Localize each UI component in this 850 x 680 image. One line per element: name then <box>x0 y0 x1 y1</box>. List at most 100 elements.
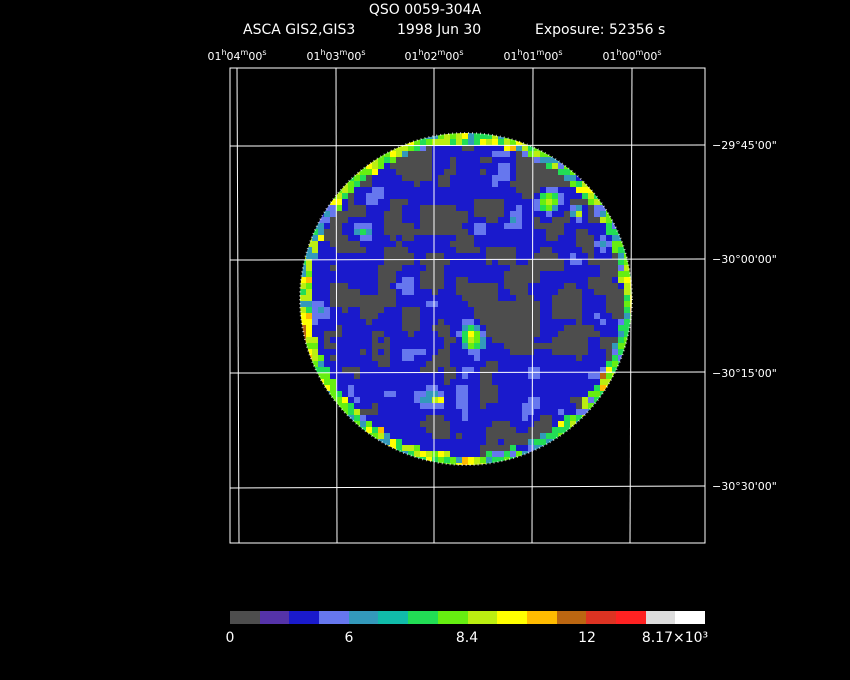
intensity-pixel <box>564 241 570 247</box>
intensity-pixel <box>600 205 606 211</box>
intensity-pixel <box>432 289 438 295</box>
intensity-pixel <box>450 433 456 439</box>
intensity-pixel <box>474 295 480 301</box>
intensity-pixel <box>366 379 372 385</box>
intensity-pixel <box>348 331 354 337</box>
intensity-pixel <box>570 295 576 301</box>
intensity-pixel <box>390 181 396 187</box>
intensity-pixel <box>552 277 558 283</box>
intensity-pixel <box>384 205 390 211</box>
intensity-pixel <box>534 343 540 349</box>
intensity-pixel <box>546 277 552 283</box>
intensity-pixel <box>384 217 390 223</box>
intensity-pixel <box>480 457 486 463</box>
intensity-pixel <box>552 211 558 217</box>
intensity-pixel <box>498 367 504 373</box>
intensity-pixel <box>474 193 480 199</box>
intensity-pixel <box>414 403 420 409</box>
intensity-pixel <box>408 271 414 277</box>
intensity-pixel <box>324 247 330 253</box>
intensity-pixel <box>420 259 426 265</box>
intensity-pixel <box>534 181 540 187</box>
intensity-pixel <box>528 151 534 157</box>
intensity-pixel <box>492 307 498 313</box>
intensity-pixel <box>348 181 354 187</box>
intensity-pixel <box>444 313 450 319</box>
intensity-pixel <box>528 415 534 421</box>
intensity-pixel <box>414 283 420 289</box>
intensity-pixel <box>540 193 546 199</box>
intensity-pixel <box>414 133 420 139</box>
intensity-pixel <box>456 355 462 361</box>
intensity-pixel <box>384 313 390 319</box>
intensity-pixel <box>504 343 510 349</box>
intensity-pixel <box>348 211 354 217</box>
intensity-pixel <box>312 331 318 337</box>
intensity-pixel <box>600 199 606 205</box>
intensity-pixel <box>318 301 324 307</box>
intensity-pixel <box>348 403 354 409</box>
intensity-pixel <box>390 271 396 277</box>
intensity-pixel <box>342 277 348 283</box>
intensity-pixel <box>552 355 558 361</box>
intensity-pixel <box>342 391 348 397</box>
intensity-pixel <box>300 343 306 349</box>
intensity-pixel <box>522 385 528 391</box>
intensity-pixel <box>360 175 366 181</box>
intensity-pixel <box>348 265 354 271</box>
intensity-pixel <box>468 289 474 295</box>
intensity-pixel <box>378 295 384 301</box>
intensity-pixel <box>342 325 348 331</box>
intensity-pixel <box>480 205 486 211</box>
intensity-pixel <box>414 349 420 355</box>
intensity-pixel <box>450 391 456 397</box>
intensity-pixel <box>456 463 462 465</box>
intensity-pixel <box>366 175 372 181</box>
intensity-pixel <box>522 187 528 193</box>
intensity-pixel <box>462 217 468 223</box>
intensity-pixel <box>528 253 534 259</box>
intensity-pixel <box>498 361 504 367</box>
intensity-pixel <box>552 319 558 325</box>
intensity-pixel <box>372 151 378 157</box>
intensity-pixel <box>618 325 624 331</box>
intensity-pixel <box>408 193 414 199</box>
intensity-pixel <box>594 385 600 391</box>
intensity-pixel <box>438 403 444 409</box>
intensity-pixel <box>528 385 534 391</box>
intensity-pixel <box>348 229 354 235</box>
intensity-pixel <box>402 397 408 403</box>
intensity-pixel <box>456 319 462 325</box>
intensity-pixel <box>540 391 546 397</box>
intensity-pixel <box>558 367 564 373</box>
intensity-pixel <box>582 355 588 361</box>
intensity-pixel <box>480 445 486 451</box>
intensity-pixel <box>498 355 504 361</box>
intensity-pixel <box>522 175 528 181</box>
intensity-pixel <box>408 175 414 181</box>
intensity-pixel <box>588 397 594 403</box>
intensity-pixel <box>468 277 474 283</box>
intensity-pixel <box>486 457 492 463</box>
intensity-pixel <box>540 163 546 169</box>
dec-label-4: −30°30'00" <box>712 480 777 493</box>
intensity-pixel <box>366 337 372 343</box>
intensity-pixel <box>468 295 474 301</box>
intensity-pixel <box>348 397 354 403</box>
intensity-pixel <box>480 349 486 355</box>
intensity-pixel <box>402 151 408 157</box>
intensity-pixel <box>486 301 492 307</box>
intensity-pixel <box>492 151 498 157</box>
intensity-pixel <box>378 271 384 277</box>
intensity-pixel <box>486 283 492 289</box>
colorbar-tick-3: 8.4 <box>455 630 479 646</box>
intensity-pixel <box>432 421 438 427</box>
intensity-pixel <box>552 259 558 265</box>
intensity-pixel <box>618 337 624 343</box>
intensity-pixel <box>354 163 360 169</box>
intensity-pixel <box>444 163 450 169</box>
intensity-pixel <box>390 169 396 175</box>
intensity-pixel <box>402 193 408 199</box>
intensity-pixel <box>558 373 564 379</box>
intensity-pixel <box>318 271 324 277</box>
